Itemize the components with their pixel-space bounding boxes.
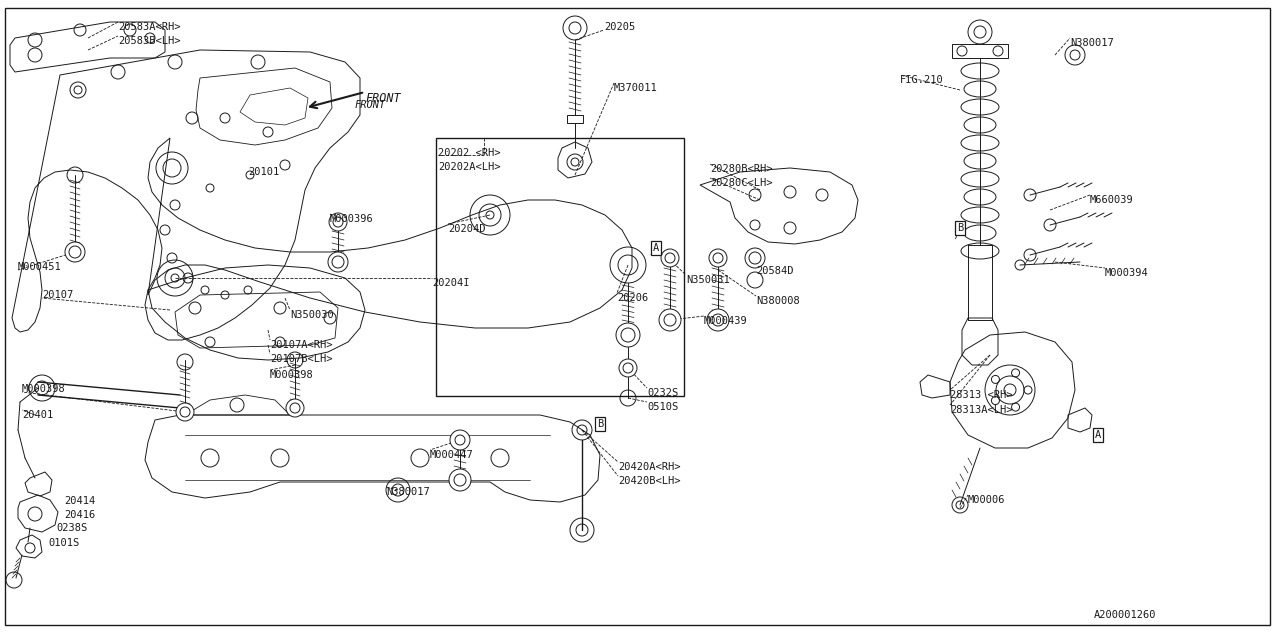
Text: 20416: 20416 bbox=[64, 510, 95, 520]
Text: N380017: N380017 bbox=[1070, 38, 1114, 48]
Text: 20107A<RH>: 20107A<RH> bbox=[270, 340, 333, 350]
Circle shape bbox=[659, 309, 681, 331]
Text: 0510S: 0510S bbox=[646, 402, 678, 412]
Text: 20107: 20107 bbox=[42, 290, 73, 300]
Text: 20204D: 20204D bbox=[448, 224, 485, 234]
Text: A: A bbox=[653, 243, 659, 253]
Text: B: B bbox=[957, 223, 963, 233]
Text: B: B bbox=[596, 419, 603, 429]
Text: FRONT: FRONT bbox=[355, 100, 387, 110]
Bar bbox=[436, 138, 684, 396]
Text: M00006: M00006 bbox=[968, 495, 1006, 505]
Text: 20280C<LH>: 20280C<LH> bbox=[710, 178, 773, 188]
Text: M000447: M000447 bbox=[430, 450, 474, 460]
Text: N350031: N350031 bbox=[686, 275, 730, 285]
Text: 20206: 20206 bbox=[617, 293, 648, 303]
Circle shape bbox=[328, 252, 348, 272]
Text: 20420B<LH>: 20420B<LH> bbox=[618, 476, 681, 486]
Circle shape bbox=[451, 430, 470, 450]
Circle shape bbox=[616, 323, 640, 347]
Text: 0101S: 0101S bbox=[49, 538, 79, 548]
Text: A: A bbox=[1094, 430, 1101, 440]
Text: 20583A<RH>: 20583A<RH> bbox=[118, 22, 180, 32]
Text: M660039: M660039 bbox=[1091, 195, 1134, 205]
Text: FIG.210: FIG.210 bbox=[900, 75, 943, 85]
Text: 20202A<LH>: 20202A<LH> bbox=[438, 162, 500, 172]
Circle shape bbox=[285, 399, 305, 417]
Text: M000394: M000394 bbox=[1105, 268, 1148, 278]
Text: M000396: M000396 bbox=[330, 214, 374, 224]
Text: 20107B<LH>: 20107B<LH> bbox=[270, 354, 333, 364]
Circle shape bbox=[329, 213, 347, 231]
Text: M000439: M000439 bbox=[704, 316, 748, 326]
Text: 20401: 20401 bbox=[22, 410, 54, 420]
Circle shape bbox=[709, 249, 727, 267]
Text: M370011: M370011 bbox=[614, 83, 658, 93]
Text: 20205: 20205 bbox=[604, 22, 635, 32]
Text: FRONT: FRONT bbox=[365, 92, 401, 105]
Text: 20584D: 20584D bbox=[756, 266, 794, 276]
Circle shape bbox=[660, 249, 678, 267]
Text: 20420A<RH>: 20420A<RH> bbox=[618, 462, 681, 472]
Circle shape bbox=[177, 403, 195, 421]
Text: 20414: 20414 bbox=[64, 496, 95, 506]
Text: M000451: M000451 bbox=[18, 262, 61, 272]
Circle shape bbox=[707, 309, 730, 331]
Bar bbox=[952, 44, 1009, 58]
Circle shape bbox=[620, 359, 637, 377]
Text: M000398: M000398 bbox=[270, 370, 314, 380]
Text: N380017: N380017 bbox=[387, 487, 430, 497]
Text: 0238S: 0238S bbox=[56, 523, 87, 533]
Text: 20204I: 20204I bbox=[433, 278, 470, 288]
Text: 28313A<LH>: 28313A<LH> bbox=[950, 405, 1012, 415]
Circle shape bbox=[449, 469, 471, 491]
Bar bbox=[567, 115, 582, 123]
Text: 20583B<LH>: 20583B<LH> bbox=[118, 36, 180, 46]
Text: N350030: N350030 bbox=[291, 310, 334, 320]
Text: A200001260: A200001260 bbox=[1094, 610, 1157, 620]
Text: 0232S: 0232S bbox=[646, 388, 678, 398]
Text: 20202 <RH>: 20202 <RH> bbox=[438, 148, 500, 158]
Text: N380008: N380008 bbox=[756, 296, 800, 306]
Text: 20280B<RH>: 20280B<RH> bbox=[710, 164, 773, 174]
Circle shape bbox=[745, 248, 765, 268]
Text: 20101: 20101 bbox=[248, 167, 279, 177]
Circle shape bbox=[65, 242, 84, 262]
Text: M000398: M000398 bbox=[22, 384, 65, 394]
Text: 28313 <RH>: 28313 <RH> bbox=[950, 390, 1012, 400]
